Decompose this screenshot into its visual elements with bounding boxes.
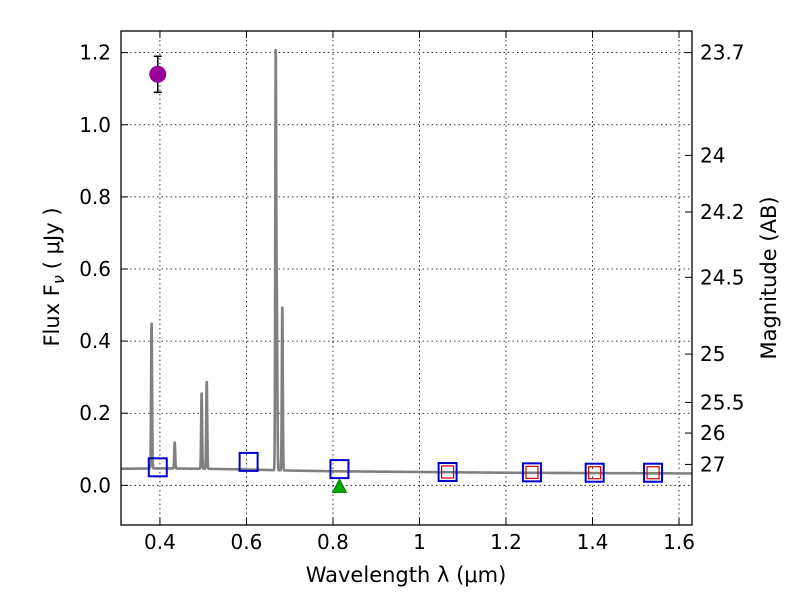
x-tick-label: 0.6 (231, 530, 263, 554)
x-tick-label: 0.4 (144, 530, 176, 554)
y-tick-label: 0.0 (79, 473, 111, 497)
model-photometry-inner-square (440, 465, 455, 479)
y-tick-label: 0.8 (79, 185, 111, 209)
model-photometry-square (584, 462, 605, 483)
right-tick-label: 23.7 (700, 41, 745, 65)
y-axis-title: Flux Fν ( μJy ) (40, 207, 68, 346)
model-photometry-square (147, 457, 168, 478)
y-tick-label: 1.0 (79, 113, 111, 137)
x-tick-label: 1.2 (490, 530, 522, 554)
sed-model-curve (119, 48, 694, 475)
y-axis-title-main: Flux F (40, 284, 64, 346)
label-layer: 0.4 0.6 0.8 1 1.2 1.4 1.6 0.0 0.2 0.4 0.6 0.8 1.0 1.2… (79, 41, 744, 554)
right-tick-label: 27 (700, 452, 725, 476)
x-tick-label: 0.8 (317, 530, 349, 554)
sed-layer (119, 48, 694, 475)
plot-frame (120, 30, 693, 526)
x-axis-title: Wavelength λ (μm) (306, 563, 507, 587)
upper-limit-triangle (331, 478, 348, 493)
right-tick-label: 24.5 (700, 265, 745, 289)
x-tick-label: 1 (413, 530, 426, 554)
x-tick-label: 1.4 (577, 530, 609, 554)
model-photometry-square (238, 451, 259, 472)
right-tick-label: 24 (700, 143, 725, 167)
right-tick-label: 25.5 (700, 390, 745, 414)
detection-point (149, 65, 167, 83)
y-tick-label: 0.6 (79, 257, 111, 281)
model-photometry-square (643, 462, 664, 483)
right-tick-label: 26 (700, 421, 725, 445)
right-axis-title: Magnitude (AB) (757, 196, 781, 359)
right-tick-label: 24.2 (700, 200, 745, 224)
y-tick-label: 0.2 (79, 401, 111, 425)
y-tick-label: 1.2 (79, 41, 111, 65)
model-photometry-square (329, 459, 350, 480)
model-photometry-square (437, 461, 458, 482)
model-photometry-inner-square (525, 465, 539, 479)
y-axis-title-subscript: ν (49, 275, 68, 284)
model-photometry-inner-square (646, 466, 660, 480)
marker-layer (147, 55, 664, 493)
right-tick-label: 25 (700, 342, 725, 366)
model-photometry-inner-square (588, 466, 602, 480)
tick-layer (121, 31, 692, 525)
grid-layer (121, 31, 692, 525)
x-tick-label: 1.6 (663, 530, 695, 554)
y-axis-title-units: ( μJy ) (40, 207, 64, 269)
y-tick-label: 0.4 (79, 329, 111, 353)
model-photometry-square (521, 462, 542, 483)
